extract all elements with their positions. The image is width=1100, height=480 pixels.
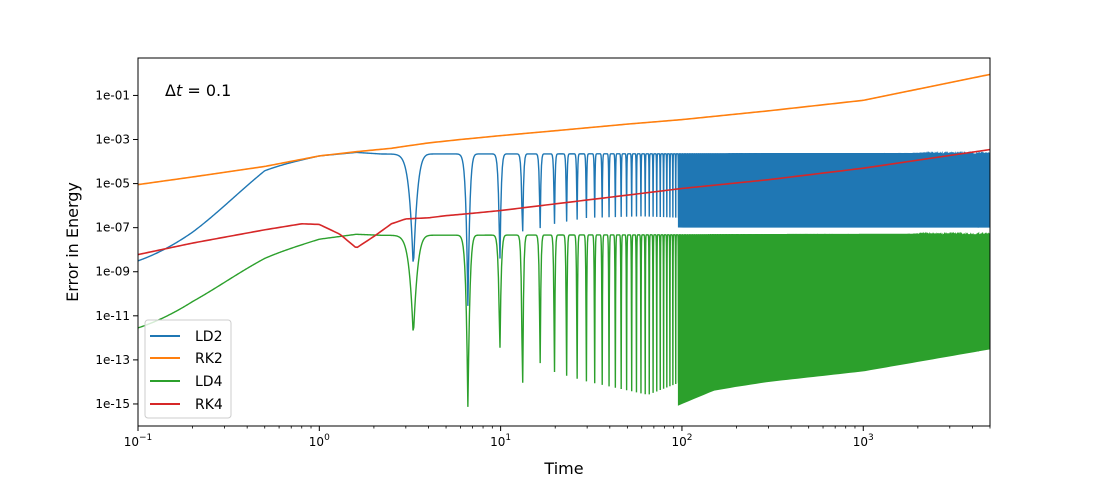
legend-label-rk2: RK2 <box>195 351 223 367</box>
legend-box <box>144 319 232 419</box>
y-tick-label: 1e-01 <box>95 88 130 102</box>
legend-label-ld2: LD2 <box>195 329 223 345</box>
series-line-rk2 <box>138 73 990 186</box>
y-tick-label: 1e-15 <box>95 397 130 411</box>
x-tick-label: 101 <box>490 433 511 449</box>
plot-frame <box>137 57 991 427</box>
x-tick-label: 103 <box>853 433 874 449</box>
y-tick-label: 1e-03 <box>95 133 130 147</box>
series-layer <box>138 73 990 407</box>
y-tick-label: 1e-09 <box>95 265 130 279</box>
y-axis-label: Error in Energy <box>63 182 82 302</box>
y-tick-label: 1e-13 <box>95 353 130 367</box>
y-tick-label: 1e-05 <box>95 177 130 191</box>
x-tick-label: 100 <box>309 433 330 449</box>
x-tick-label: 10−1 <box>124 433 153 449</box>
legend-label-rk4: RK4 <box>195 397 223 413</box>
dt-annotation: Δt = 0.1 <box>165 81 231 100</box>
x-tick-label: 102 <box>671 433 692 449</box>
axes-layer: 10−1 100 101 102 103 1e-15 1e-13 1e-11 1e-09 1e-0… <box>95 88 991 449</box>
series-band-ld4 <box>677 234 990 406</box>
legend: LD2 RK2 LD4 RK4 <box>144 319 232 419</box>
y-tick-label: 1e-07 <box>95 221 130 235</box>
legend-label-ld4: LD4 <box>195 374 223 390</box>
series-line-rk4 <box>138 148 990 256</box>
series-band-ld2 <box>677 153 990 228</box>
x-axis-label: Time <box>543 459 583 478</box>
y-tick-label: 1e-11 <box>95 309 130 323</box>
